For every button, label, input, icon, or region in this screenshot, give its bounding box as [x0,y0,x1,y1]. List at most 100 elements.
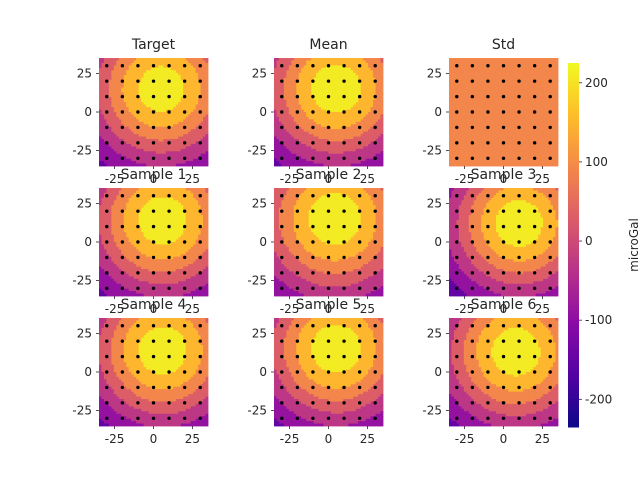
contour-cell [338,94,342,98]
contour-cell [126,94,130,98]
contour-cell [496,62,499,66]
contour-cell [276,109,280,113]
contour-cell [188,124,192,128]
contour-cell [293,89,297,93]
contour-cell [363,143,367,147]
contour-cell [205,134,209,137]
contour-cell [99,62,102,66]
panel-title: Mean [309,37,347,53]
contour-cell [463,151,467,155]
contour-cell [170,77,174,81]
contour-cell [131,131,135,135]
contour-cell [200,65,204,69]
contour-cell [360,80,364,83]
contour-cell [195,94,199,98]
contour-cell [343,134,347,137]
contour-cell [370,136,374,140]
contour-cell [173,161,177,164]
contour-cell [473,119,477,123]
contour-cell [291,116,295,120]
contour-cell [183,161,187,164]
contour-cell [111,104,115,108]
contour-cell [330,131,334,135]
contour-cell [276,60,280,64]
contour-cell [378,129,381,133]
contour-cell [303,70,307,74]
contour-cell [463,161,467,164]
contour-cell [99,109,102,113]
contour-cell [121,134,125,137]
contour-cell [335,163,339,167]
contour-cell [313,87,317,91]
contour-cell [278,82,282,86]
contour-cell [165,151,169,155]
contour-cell [365,60,369,64]
contour-cell [498,119,502,123]
contour-cell [350,99,354,103]
contour-cell [116,97,120,101]
contour-cell [133,72,137,76]
contour-cell [138,67,142,71]
contour-cell [153,104,157,108]
contour-cell [286,99,290,103]
contour-cell [380,65,384,69]
contour-cell [153,58,157,61]
contour-cell [136,87,140,91]
contour-cell [453,70,457,74]
contour-cell [170,94,174,98]
contour-cell [491,158,494,162]
contour-cell [323,136,327,140]
contour-cell [151,134,154,137]
contour-cell [368,116,372,120]
contour-cell [168,129,172,133]
contour-cell [281,67,285,71]
contour-cell [205,65,209,69]
contour-cell [451,109,455,113]
contour-cell [316,75,319,79]
contour-cell [158,99,162,103]
contour-cell [198,161,201,164]
contour-cell [326,67,329,71]
contour-cell [126,97,130,101]
contour-cell [463,131,467,135]
contour-cell [308,143,312,147]
contour-cell [141,131,144,135]
contour-cell [471,124,475,128]
contour-cell [473,126,477,130]
contour-cell [335,161,339,164]
contour-cell [326,92,329,96]
contour-cell [471,134,475,137]
contour-cell [478,134,482,137]
contour-cell [133,82,137,86]
contour-cell [185,136,189,140]
contour-cell [101,112,105,115]
contour-cell [188,82,192,86]
contour-cell [483,70,487,74]
contour-cell [180,94,184,98]
contour-cell [478,82,482,86]
contour-cell [178,89,182,93]
contour-cell [488,65,492,69]
contour-cell [288,156,292,160]
contour-cell [471,139,475,142]
contour-cell [126,161,130,164]
contour-cell [321,151,324,155]
contour-cell [121,116,125,120]
contour-cell [118,121,122,125]
contour-cell [350,70,354,74]
contour-cell [453,146,457,150]
contour-cell [178,65,182,69]
contour-cell [328,109,332,113]
contour-cell [133,58,137,61]
contour-cell [136,104,140,108]
contour-cell [291,92,295,96]
contour-cell [343,97,347,101]
contour-cell [493,109,497,113]
contour-cell [205,131,209,135]
contour-cell [286,114,290,118]
contour-cell [195,129,199,133]
contour-cell [306,126,310,130]
contour-cell [116,131,120,135]
contour-cell [316,65,319,69]
contour-cell [118,146,122,150]
